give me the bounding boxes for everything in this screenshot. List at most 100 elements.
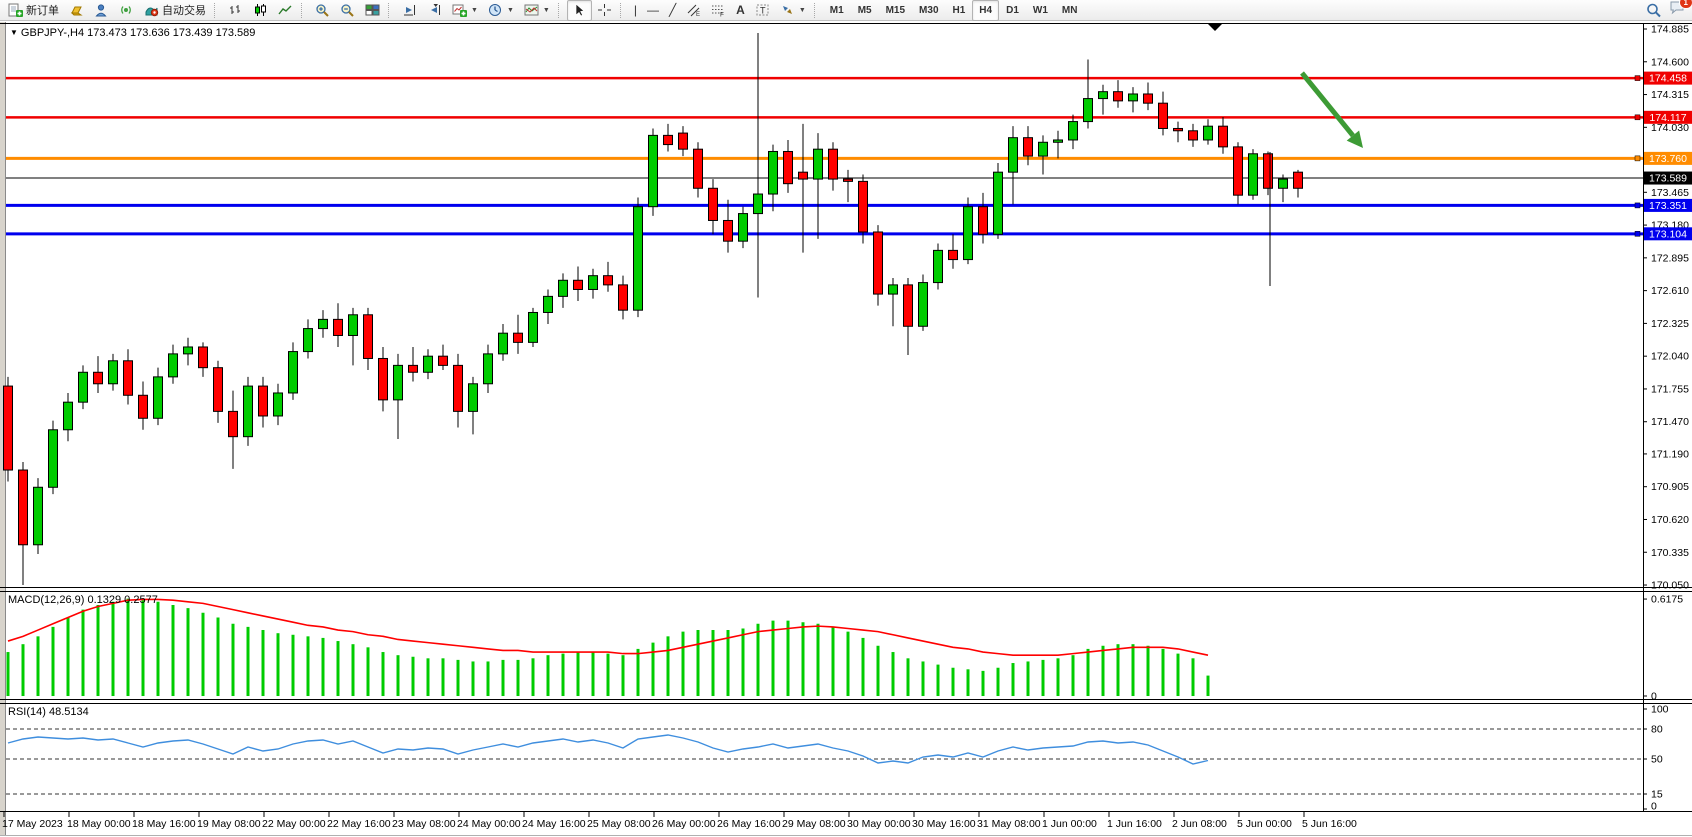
candle-down (93, 371, 103, 385)
timeframe-button-m30[interactable]: M30 (919, 4, 939, 16)
rsi-line (7, 734, 1209, 765)
cursor-icon (572, 3, 587, 17)
main-toolbar: 新订单 自动交易 ▼ ▼ ▼ | — ╱ E F A T (0, 0, 1692, 21)
candle-up (63, 401, 73, 431)
price-axis-label: 170.050 (1651, 580, 1689, 592)
candle-down (258, 385, 268, 417)
timeframe-button-h1[interactable]: H1 (952, 4, 966, 16)
price-axis-label: 174.600 (1651, 56, 1689, 68)
signal-button[interactable] (114, 0, 139, 21)
indicators-dropdown[interactable]: ▼ (519, 0, 555, 21)
horizontal-line-icon: — (646, 3, 659, 17)
channel-icon: E (686, 3, 701, 18)
candle-down (1188, 130, 1198, 141)
toolbar-right-group: 1 (1646, 0, 1692, 20)
price-axis-label: 174.030 (1651, 122, 1689, 134)
chat-button[interactable]: 1 (1669, 0, 1692, 20)
crosshair-button[interactable] (592, 0, 617, 21)
timeframe-button-m1[interactable]: M1 (829, 4, 844, 16)
fibonacci-tool[interactable]: F (706, 0, 731, 21)
line-chart-icon (278, 3, 293, 17)
chevron-down-icon: ▼ (506, 6, 514, 14)
candle-up (78, 371, 88, 403)
candle-down (663, 134, 673, 146)
chart-shift-marker (1208, 24, 1222, 31)
autotrading-button[interactable]: 自动交易 (139, 0, 211, 21)
candle-down (693, 148, 703, 189)
time-axis-label: 24 May 00:00 (457, 818, 521, 830)
candle-up (738, 213, 748, 242)
time-axis-label: 18 May 16:00 (132, 818, 196, 830)
candle-down (363, 314, 373, 359)
channel-tool[interactable]: E (681, 0, 706, 21)
fibonacci-icon: F (711, 3, 726, 19)
time-axis-label: 5 Jun 16:00 (1302, 818, 1357, 830)
price-level-badge (1644, 227, 1692, 241)
candle-down (903, 284, 913, 327)
bar-chart-button[interactable] (223, 0, 248, 21)
tile-windows-button[interactable] (360, 0, 385, 21)
annotation-arrow (1300, 71, 1355, 138)
candle-down (948, 249, 958, 261)
candle-down (843, 178, 853, 182)
timeframe-button-m5[interactable]: M5 (857, 4, 872, 16)
candle-down (513, 332, 523, 343)
arrows-dropdown[interactable]: ▼ (775, 0, 811, 21)
periods-dropdown[interactable]: ▼ (483, 0, 519, 21)
price-axis-label: 170.620 (1651, 514, 1689, 526)
timeframe-button-m15[interactable]: M15 (885, 4, 906, 16)
candle-down (1233, 146, 1243, 196)
new-order-button[interactable]: 新订单 (3, 0, 64, 21)
time-axis-label: 2 Jun 08:00 (1172, 818, 1227, 830)
candle-down (828, 148, 838, 180)
line-chart-button[interactable] (273, 0, 298, 21)
profile-button[interactable] (89, 0, 114, 21)
time-axis-label: 30 May 00:00 (847, 818, 911, 830)
vertical-line-tool[interactable]: | (629, 0, 642, 21)
candle-down (1113, 91, 1123, 102)
indicators-icon (524, 3, 539, 17)
candle-up (348, 314, 358, 336)
candle-up (993, 171, 1003, 235)
candle-up (183, 346, 193, 355)
gold-button[interactable] (64, 0, 89, 21)
chat-badge: 1 (1678, 0, 1692, 9)
search-icon[interactable] (1646, 3, 1661, 18)
text-tool[interactable]: A (731, 0, 750, 21)
zoom-out-button[interactable] (335, 0, 360, 21)
candle-down (453, 364, 463, 412)
candle-up (1053, 139, 1063, 143)
chart-shift-button[interactable] (422, 0, 447, 21)
timeframe-button-d1[interactable]: D1 (1006, 4, 1019, 16)
svg-text:100: 100 (1651, 704, 1669, 716)
candle-up (543, 295, 553, 313)
candle-up (963, 206, 973, 261)
zoom-out-icon (340, 3, 355, 17)
cursor-button[interactable] (566, 0, 592, 21)
chart-shift-icon (427, 3, 442, 17)
auto-scroll-button[interactable] (397, 0, 422, 21)
candle-down (783, 150, 793, 185)
candle-up (243, 385, 253, 438)
time-axis-label: 26 May 00:00 (652, 818, 716, 830)
text-icon: A (736, 3, 745, 17)
new-chart-icon (452, 3, 467, 17)
timeframe-button-mn[interactable]: MN (1061, 4, 1078, 16)
svg-text:80: 80 (1651, 724, 1663, 736)
candlestick-button[interactable] (248, 0, 273, 21)
trendline-tool[interactable]: ╱ (664, 0, 681, 21)
horizontal-line-tool[interactable]: — (642, 0, 664, 21)
candle-up (33, 486, 43, 546)
new-chart-dropdown[interactable]: ▼ (447, 0, 483, 21)
timeframe-button-w1[interactable]: W1 (1032, 4, 1048, 16)
candle-down (18, 469, 28, 546)
timeframe-button-h4[interactable]: H4 (972, 0, 1000, 21)
crosshair-icon (597, 3, 612, 17)
zoom-in-button[interactable] (310, 0, 335, 21)
candle-up (558, 279, 568, 297)
text-label-tool[interactable]: T (750, 0, 775, 21)
candle-down (3, 385, 13, 471)
toolbar-separator (813, 2, 819, 18)
timeframe-group: M1 M5 M15 M30 H1 H4 D1 W1 MN (823, 0, 1085, 21)
